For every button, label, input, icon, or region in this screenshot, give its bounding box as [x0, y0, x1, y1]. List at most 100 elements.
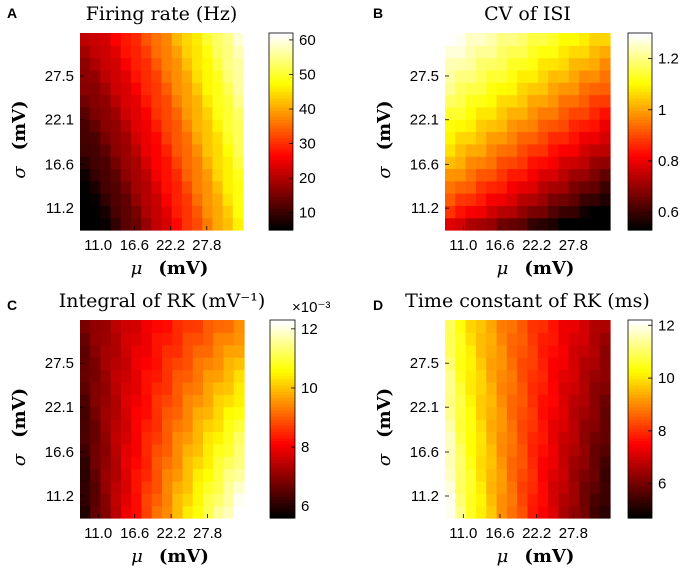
heatmap-cell — [223, 443, 235, 457]
heatmap-cell — [151, 320, 163, 333]
colorbar-swatch — [269, 69, 293, 74]
heatmap-cell — [151, 106, 163, 120]
heatmap-cell — [151, 69, 163, 83]
colorbar-swatch — [270, 449, 295, 454]
heatmap-cell — [506, 344, 518, 358]
heatmap-cell — [589, 394, 601, 408]
colorbar-swatch — [269, 39, 293, 43]
heatmap-cell — [151, 193, 163, 206]
heatmap-cell — [589, 406, 601, 420]
heatmap-cell — [455, 394, 467, 408]
heatmap-cell — [537, 480, 549, 494]
heatmap-cell — [537, 394, 549, 408]
heatmap-cell — [192, 394, 204, 408]
heatmap-cell — [181, 119, 193, 133]
heatmap-cell — [162, 320, 173, 333]
colorbar-swatch — [270, 378, 295, 383]
heatmap-cell — [496, 205, 508, 219]
heatmap-cell — [233, 431, 245, 445]
colorbar-swatch — [628, 116, 652, 120]
heatmap-cell — [181, 205, 193, 219]
panel-label: B — [373, 5, 383, 21]
colorbar-swatch — [269, 66, 293, 71]
colorbar-swatch — [269, 45, 293, 49]
heatmap-cell — [445, 456, 456, 470]
heatmap-cell — [475, 57, 487, 71]
colorbar-swatch — [628, 394, 652, 398]
heatmap-cell — [455, 180, 467, 194]
heatmap-cell — [110, 205, 122, 219]
heatmap-cell — [90, 344, 102, 358]
heatmap-cell — [100, 94, 112, 108]
heatmap-cell — [100, 57, 112, 71]
heatmap-cell — [579, 344, 590, 358]
colorbar-swatch — [628, 220, 652, 225]
heatmap-cell — [455, 320, 467, 333]
heatmap-cell — [100, 82, 112, 96]
heatmap-cell — [558, 205, 570, 219]
heatmap-cell — [486, 82, 498, 96]
heatmap-cell — [131, 369, 143, 383]
colorbar-swatch — [628, 412, 652, 417]
x-axis-label: μ (mV) — [497, 546, 575, 567]
heatmap-cell — [537, 217, 549, 231]
heatmap-cell — [202, 57, 214, 71]
heatmap-cell — [517, 369, 529, 383]
heatmap-cell — [537, 69, 549, 83]
heatmap-cell — [568, 505, 580, 519]
heatmap-cell — [496, 320, 508, 333]
heatmap-cell — [131, 468, 143, 482]
colorbar-swatch — [628, 474, 652, 479]
heatmap-cell — [465, 406, 477, 420]
heatmap-cell — [212, 131, 224, 145]
heatmap-cell — [548, 468, 560, 482]
heatmap-cell — [475, 82, 487, 96]
colorbar-swatch — [628, 511, 652, 516]
heatmap-cell — [475, 143, 487, 157]
colorbar-swatch — [628, 196, 652, 200]
colorbar-swatch — [628, 409, 652, 414]
heatmap-cell — [455, 94, 467, 108]
heatmap-cell — [589, 143, 601, 157]
colorbar-swatch — [628, 354, 652, 358]
heatmap-cell — [141, 168, 152, 182]
heatmap-cell — [527, 480, 539, 494]
colorbar-swatch — [628, 465, 652, 470]
heatmap-cell — [213, 431, 225, 445]
heatmap-cell — [496, 468, 508, 482]
panel-A: A Firing rate (Hz) 11.0 16.6 22.2 27.8 11.2 16.… — [7, 3, 316, 279]
colorbar-swatch — [628, 211, 652, 216]
heatmap-cell — [202, 193, 214, 206]
colorbar-swatch — [628, 153, 652, 157]
heatmap-cell — [579, 193, 590, 206]
colorbar-swatch — [270, 332, 295, 337]
colorbar-swatch — [269, 131, 293, 136]
heatmap-cell — [130, 217, 142, 231]
colorbar-swatch — [628, 480, 652, 485]
heatmap-cell — [558, 357, 570, 371]
heatmap-cell — [90, 332, 102, 346]
heatmap-cell — [120, 180, 132, 194]
heatmap-cell — [465, 431, 477, 445]
heatmap-cell — [182, 406, 194, 420]
heatmap-cell — [172, 419, 184, 432]
heatmap-cell — [141, 493, 153, 507]
heatmap-cell — [537, 156, 549, 170]
colorbar-swatch — [269, 97, 293, 102]
heatmap-cell — [90, 456, 102, 470]
colorbar-swatch — [270, 320, 295, 324]
heatmap-cell — [517, 419, 529, 432]
colorbar-swatch — [269, 109, 293, 114]
colorbar-swatch — [628, 440, 652, 445]
heatmap-cell — [496, 332, 508, 346]
heatmap-cell — [223, 381, 235, 395]
heatmap-cell — [181, 33, 193, 46]
heatmap-cell — [445, 205, 456, 219]
heatmap-cell — [599, 381, 611, 395]
heatmap-cell — [455, 419, 467, 432]
heatmap-cell — [455, 468, 467, 482]
heatmap-cell — [121, 456, 132, 470]
heatmap-cell — [506, 320, 518, 333]
heatmap-cell — [203, 394, 214, 408]
colorbar-swatch — [628, 381, 652, 386]
